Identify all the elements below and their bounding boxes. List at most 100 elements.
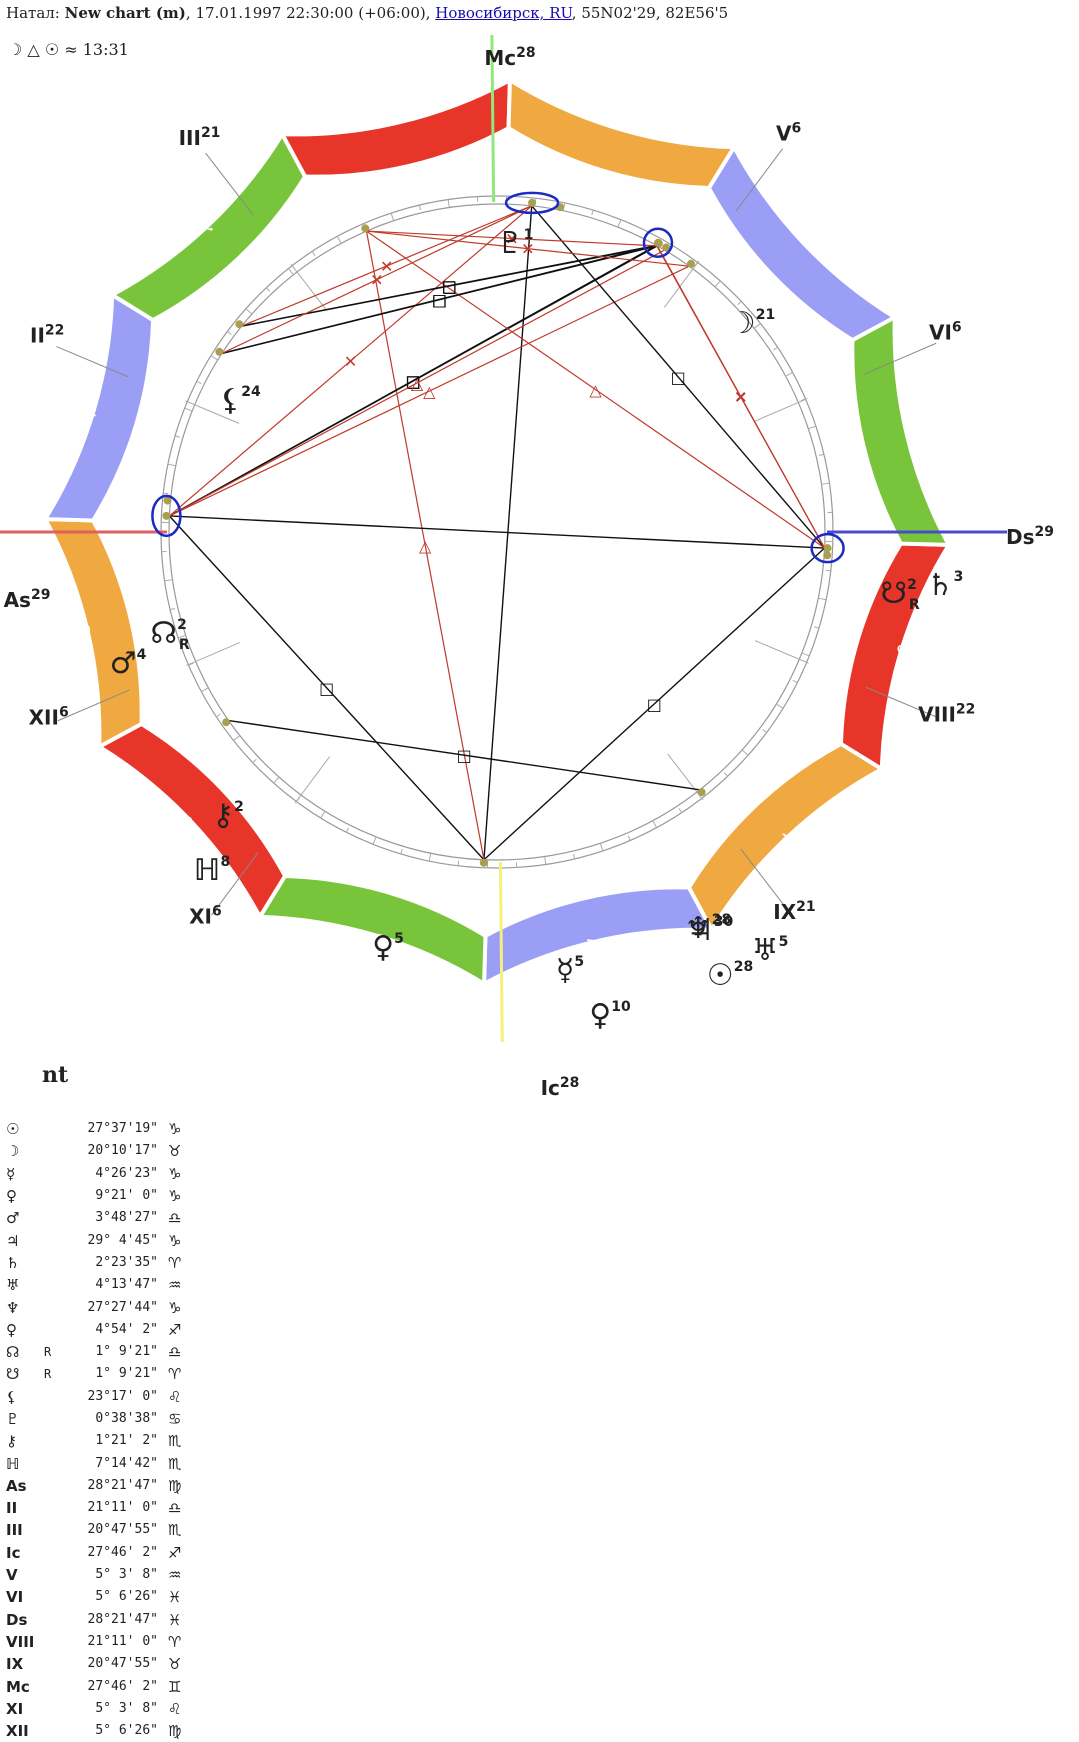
position-value: 2°23'35" — [58, 1252, 158, 1274]
aspect-glyph-quincunx: ✕ — [344, 352, 357, 371]
position-sign: ♒ — [158, 1564, 198, 1586]
house-label-iii: III21 — [179, 125, 221, 150]
degree-tick — [448, 200, 449, 208]
position-retro — [44, 1140, 58, 1162]
chart-title: New chart (m) — [65, 4, 186, 22]
planet-dot-neptune — [654, 239, 662, 247]
zodiac-sign-glyph: ♌ — [175, 812, 197, 840]
place-link[interactable]: Новосибирск, RU — [435, 4, 572, 22]
position-value: 27°46' 2" — [58, 1675, 158, 1697]
house-label-ic: Ic28 — [541, 1075, 580, 1100]
position-symbol: ☋ — [6, 1363, 44, 1385]
position-value: 1°21' 2" — [58, 1430, 158, 1452]
position-retro — [44, 1564, 58, 1586]
house-cusp-inner-line — [186, 643, 239, 666]
position-value: 3°48'27" — [58, 1207, 158, 1229]
aspect-lines: □□△□□□△△✕□△✕✕□□□□✕✕✕✕ — [169, 206, 824, 860]
position-sign: ♑ — [158, 1163, 198, 1185]
mercury-icon: ☿5 — [556, 953, 584, 988]
position-value: 1° 9'21" — [58, 1341, 158, 1363]
position-symbol: ♅ — [6, 1274, 44, 1296]
degree-tick — [819, 454, 824, 455]
position-symbol: As — [6, 1475, 44, 1497]
position-retro — [44, 1586, 58, 1608]
aspect-glyph-trine: △ — [423, 382, 436, 401]
position-sign: ♐ — [158, 1319, 198, 1341]
position-value: 29° 4'45" — [58, 1229, 158, 1251]
lilith-icon: ⚸24 — [219, 383, 261, 418]
house-cusp-inner-line — [754, 399, 807, 422]
degree-tick — [266, 288, 269, 292]
aspect-glyph-square: □ — [457, 746, 472, 765]
zodiac-sign-glyph: ♉ — [780, 829, 802, 857]
house-label-as: As29 — [4, 587, 51, 612]
degree-tick — [793, 680, 797, 682]
position-sign: ♐ — [158, 1542, 198, 1564]
degree-tick — [429, 853, 431, 861]
position-symbol: ♃ — [6, 1229, 44, 1251]
aspect-opposition — [169, 516, 824, 548]
position-sign: ♓ — [158, 1586, 198, 1608]
position-retro — [44, 1118, 58, 1140]
degree-tick — [458, 861, 459, 866]
planet-dot-snode — [824, 544, 832, 552]
degree-tick — [197, 381, 201, 383]
position-symbol: ♇ — [6, 1408, 44, 1430]
degree-tick — [826, 570, 831, 571]
planet-dot-moon — [698, 788, 706, 796]
house-cusp-inner-line — [755, 641, 808, 664]
position-row: ⚸23°17' 0"♌ — [6, 1386, 198, 1408]
degree-tick — [346, 828, 348, 832]
degree-tick — [592, 210, 593, 215]
position-symbol: III — [6, 1519, 44, 1541]
aspect-glyph-trine: △ — [589, 381, 602, 400]
position-sign: ♏ — [158, 1452, 198, 1474]
degree-tick — [401, 849, 402, 854]
position-row: ♃29° 4'45"♑ — [6, 1229, 198, 1251]
zodiac-segment — [852, 317, 948, 545]
degree-tick — [168, 464, 176, 466]
aspect-glyph-square: □ — [671, 368, 686, 387]
degree-tick — [201, 688, 208, 692]
house-label-ii: II22 — [30, 323, 64, 348]
house-cusp-inner-line — [668, 754, 703, 800]
zodiac-sign-glyph: ♓ — [903, 419, 925, 447]
position-sign: ♑ — [158, 1185, 198, 1207]
house-label-xi: XI6 — [189, 903, 222, 928]
house-label-viii: VIII22 — [918, 701, 975, 726]
degree-tick — [776, 704, 783, 708]
position-symbol: IX — [6, 1653, 44, 1675]
position-value: 21°11' 0" — [58, 1631, 158, 1653]
zodiac-sign-glyph: ♍ — [70, 617, 92, 645]
position-sign: ♊ — [158, 1675, 198, 1697]
position-symbol: ♀ — [6, 1319, 44, 1341]
position-value: 5° 6'26" — [58, 1586, 158, 1608]
position-value: 0°38'38" — [58, 1408, 158, 1430]
position-retro — [44, 1519, 58, 1541]
position-retro — [44, 1542, 58, 1564]
aspect-glyph-square: □ — [319, 679, 334, 698]
position-symbol: XII — [6, 1720, 44, 1742]
degree-tick — [419, 205, 420, 210]
degree-tick — [545, 857, 546, 865]
position-symbol: II — [6, 1497, 44, 1519]
position-symbol: VI — [6, 1586, 44, 1608]
degree-tick — [312, 251, 315, 255]
zodiac-sign-glyph: ♎ — [76, 395, 98, 423]
position-retro: R — [44, 1341, 58, 1363]
position-value: 20°47'55" — [58, 1653, 158, 1675]
position-value: 27°37'19" — [58, 1118, 158, 1140]
position-row: ⚷1°21' 2"♏ — [6, 1430, 198, 1452]
degree-tick — [786, 372, 793, 376]
aspect-glyph-square: □ — [647, 695, 662, 714]
position-value: 28°21'47" — [58, 1475, 158, 1497]
position-retro — [44, 1319, 58, 1341]
degree-tick — [321, 811, 325, 818]
degree-tick — [163, 493, 168, 494]
position-value: 9°21' 0" — [58, 1185, 158, 1207]
position-retro — [44, 1609, 58, 1631]
